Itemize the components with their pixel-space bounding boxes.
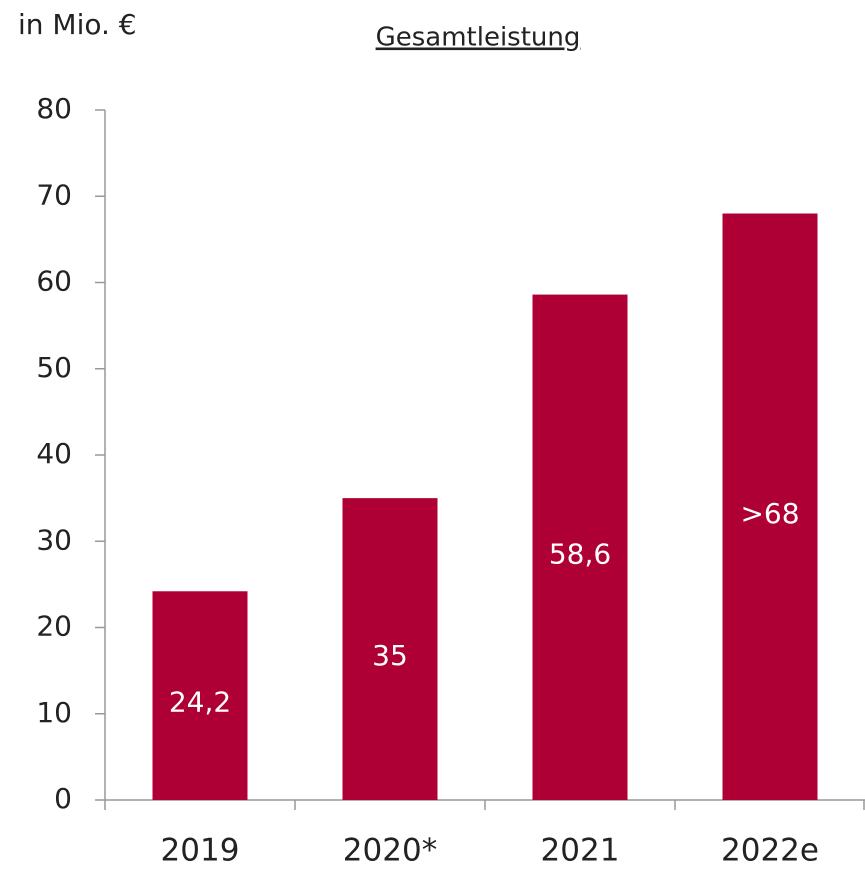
bar [532,294,628,800]
y-tick-label: 70 [36,178,72,211]
bar [722,213,818,800]
y-tick-label: 80 [36,92,72,125]
chart-title: Gesamtleistung [376,23,581,53]
y-tick-label: 10 [36,696,72,729]
x-tick-label: 2022e [721,833,819,869]
y-axis-label: in Mio. € [18,8,137,41]
data-label: 35 [372,639,408,672]
y-tick-label: 0 [54,782,72,815]
bar [342,498,438,800]
data-label: 58,6 [549,537,611,570]
x-tick-label: 2021 [541,833,620,869]
y-tick-label: 50 [36,351,72,384]
y-tick-label: 40 [36,437,72,470]
bar [152,591,248,800]
x-tick-label: 2019 [161,833,240,869]
data-label: >68 [740,497,799,530]
y-tick-label: 60 [36,265,72,298]
x-tick-label: 2020* [343,833,437,869]
y-tick-label: 30 [36,523,72,556]
y-tick-label: 20 [36,610,72,643]
data-label: 24,2 [169,686,231,719]
